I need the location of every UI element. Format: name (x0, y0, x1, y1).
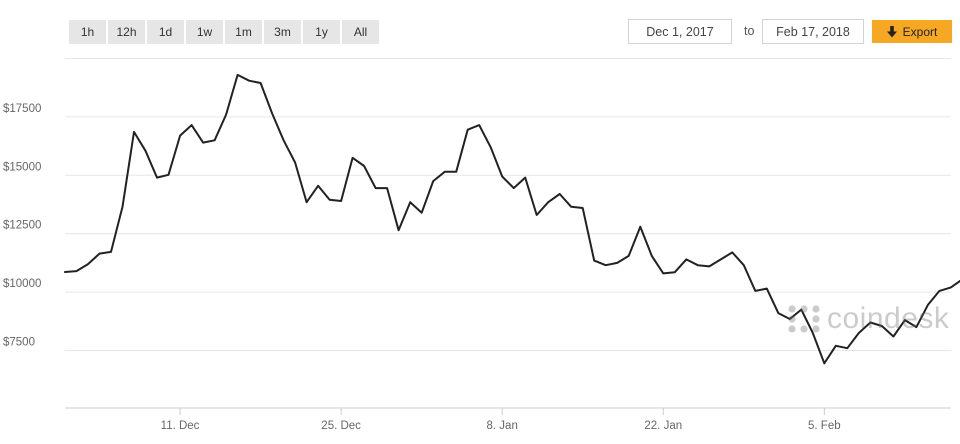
range-button-12h[interactable]: 12h (108, 20, 145, 44)
x-tick-label: 25. Dec (321, 420, 361, 432)
export-button[interactable]: Export (872, 20, 952, 43)
y-tick-label: $10000 (3, 278, 41, 290)
range-button-1m[interactable]: 1m (225, 20, 262, 44)
price-series-line (64, 73, 960, 365)
range-button-1w[interactable]: 1w (186, 20, 223, 44)
x-tick-label: 11. Dec (161, 420, 200, 432)
download-arrow-icon (886, 25, 897, 38)
range-button-3m[interactable]: 3m (264, 20, 301, 44)
x-tick-label: 8. Jan (487, 420, 518, 432)
y-tick-label: $17500 (3, 103, 41, 115)
range-button-1h[interactable]: 1h (69, 20, 106, 44)
range-button-1y[interactable]: 1y (303, 20, 340, 44)
x-tick-label: 5. Feb (808, 420, 841, 432)
coindesk-watermark: coindesk (787, 302, 949, 336)
range-selector: 1h 12h 1d 1w 1m 3m 1y All (69, 20, 379, 44)
date-from-field[interactable]: Dec 1, 2017 (628, 19, 732, 44)
y-tick-label: $15000 (3, 161, 41, 173)
x-tick-label: 22. Jan (644, 420, 682, 432)
date-to-field[interactable]: Feb 17, 2018 (762, 19, 864, 44)
range-button-all[interactable]: All (342, 20, 379, 44)
range-button-1d[interactable]: 1d (147, 20, 184, 44)
y-tick-label: $12500 (3, 220, 41, 232)
export-label: Export (902, 24, 938, 39)
date-range-separator: to (744, 24, 755, 38)
coindesk-logo-icon (788, 305, 820, 333)
y-tick-label: $7500 (3, 337, 35, 349)
coindesk-wordmark: coindesk (827, 302, 950, 335)
